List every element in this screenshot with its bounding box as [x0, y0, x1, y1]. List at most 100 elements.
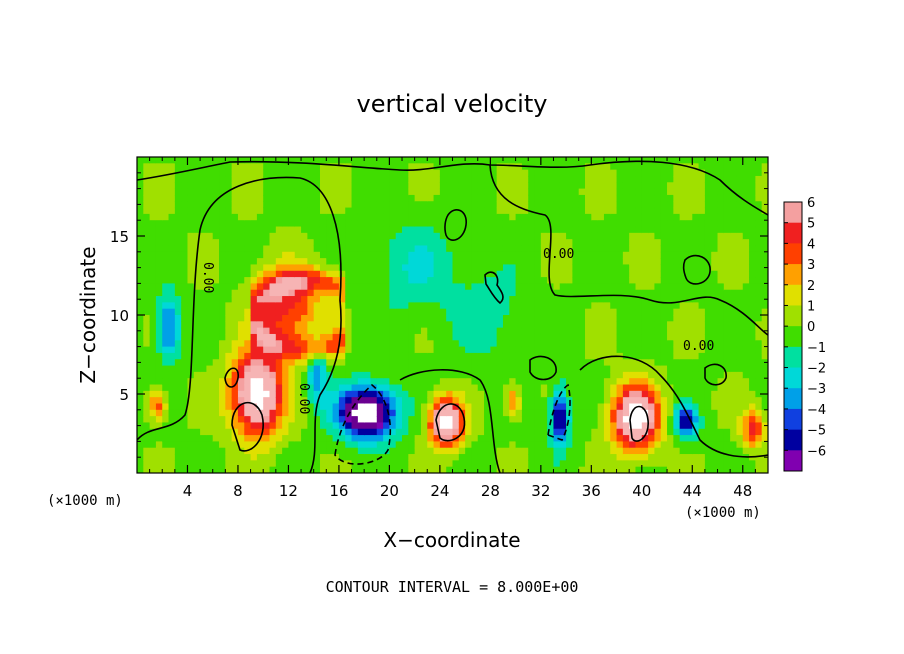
field-cell	[181, 352, 189, 360]
field-cell	[212, 390, 220, 398]
field-cell	[597, 213, 605, 221]
field-cell	[465, 157, 473, 164]
field-cell	[439, 346, 447, 354]
field-cell	[446, 283, 454, 291]
field-cell	[206, 315, 214, 322]
field-cell	[193, 289, 201, 297]
field-cell	[736, 264, 744, 272]
field-cell	[496, 289, 504, 297]
field-cell	[383, 188, 390, 196]
field-cell	[648, 239, 656, 247]
field-cell	[660, 359, 668, 367]
field-cell	[162, 251, 170, 259]
field-cell	[610, 403, 618, 411]
field-cell	[200, 441, 208, 449]
field-cell	[610, 384, 618, 392]
field-cell	[585, 352, 592, 360]
field-cell	[389, 315, 397, 322]
field-cell	[471, 346, 479, 354]
field-cell	[219, 308, 226, 316]
field-cell	[332, 157, 340, 164]
field-cell	[553, 302, 561, 310]
field-cell	[540, 296, 548, 303]
field-cell	[288, 213, 296, 221]
field-cell	[288, 194, 296, 202]
field-cell	[528, 302, 536, 310]
field-cell	[193, 371, 201, 379]
field-cell	[749, 207, 756, 215]
field-cell	[187, 207, 195, 215]
field-cell	[603, 213, 611, 221]
field-cell	[452, 346, 460, 354]
field-cell	[521, 466, 529, 473]
field-cell	[641, 182, 649, 190]
field-cell	[648, 308, 656, 316]
field-cell	[698, 352, 706, 360]
field-cell	[446, 308, 454, 316]
field-cell	[559, 245, 567, 253]
field-cell	[187, 175, 195, 183]
field-cell	[269, 270, 277, 278]
field-cell	[313, 283, 321, 291]
field-cell	[206, 378, 214, 386]
field-cell	[357, 264, 365, 272]
field-cell	[149, 308, 157, 316]
field-cell	[402, 220, 409, 228]
field-cell	[496, 169, 504, 177]
field-cell	[540, 201, 548, 209]
field-cell	[603, 308, 611, 316]
field-cell	[420, 340, 428, 348]
field-cell	[610, 340, 618, 348]
field-cell	[591, 169, 599, 177]
field-cell	[465, 163, 473, 171]
field-cell	[660, 403, 668, 411]
field-cell	[509, 321, 517, 329]
field-cell	[433, 352, 441, 360]
field-cell	[465, 226, 473, 234]
field-cell	[654, 422, 662, 430]
field-cell	[193, 163, 201, 171]
field-cell	[219, 416, 226, 424]
field-cell	[698, 397, 706, 405]
field-cell	[294, 296, 302, 303]
field-cell	[155, 182, 163, 190]
field-cell	[566, 239, 573, 247]
field-cell	[597, 245, 605, 253]
field-cell	[749, 327, 756, 335]
field-cell	[193, 422, 201, 430]
field-cell	[326, 340, 334, 348]
field-cell	[477, 226, 485, 234]
field-cell	[484, 327, 491, 335]
field-cell	[648, 409, 656, 417]
field-cell	[515, 384, 523, 392]
field-cell	[465, 251, 473, 259]
field-cell	[603, 315, 611, 322]
field-cell	[698, 239, 706, 247]
field-cell	[622, 346, 630, 354]
field-cell	[471, 371, 479, 379]
field-cell	[547, 359, 555, 367]
field-cell	[212, 435, 220, 442]
field-cell	[465, 289, 473, 297]
field-cell	[168, 220, 176, 228]
field-cell	[364, 157, 372, 164]
field-cell	[540, 226, 548, 234]
field-cell	[294, 213, 302, 221]
field-cell	[660, 422, 668, 430]
field-cell	[168, 460, 176, 468]
field-cell	[332, 441, 340, 449]
field-cell	[667, 169, 674, 177]
field-cell	[376, 201, 384, 209]
field-cell	[162, 296, 170, 303]
field-cell	[692, 258, 700, 266]
field-cell	[540, 239, 548, 247]
field-cell	[212, 359, 220, 367]
field-cell	[484, 220, 491, 228]
field-cell	[471, 315, 479, 322]
field-cell	[742, 460, 750, 468]
field-cell	[730, 454, 738, 461]
field-cell	[168, 264, 176, 272]
field-cell	[597, 289, 605, 297]
field-cell	[338, 428, 346, 436]
field-cell	[654, 416, 662, 424]
